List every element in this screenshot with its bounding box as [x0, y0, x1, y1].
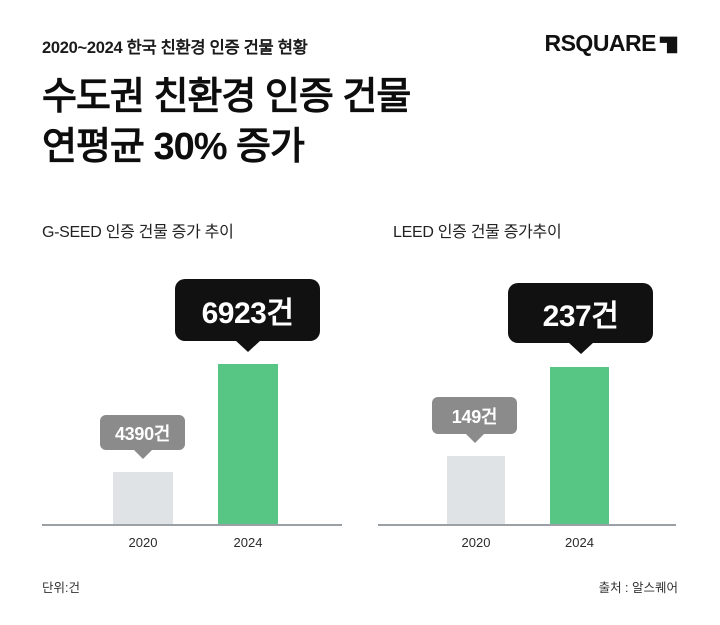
- source-note: 출처 : 알스퀘어: [598, 581, 678, 595]
- unit-note: 단위:건: [42, 581, 80, 595]
- callout-gseed-2020-value: 4390건: [114, 423, 171, 444]
- bar-gseed-2024: [218, 364, 278, 524]
- chart-leed-subtitle: LEED 인증 건물 증가추이: [393, 224, 562, 241]
- callout-gseed-2024: 6923건: [175, 279, 320, 341]
- report-eyebrow: 2020~2024 한국 친환경 인증 건물 현황: [42, 39, 308, 57]
- tick-leed-2024: 2024: [565, 535, 594, 550]
- chart-gseed-subtitle: G-SEED 인증 건물 증가 추이: [42, 224, 234, 241]
- tick-leed-2020: 2020: [461, 535, 491, 550]
- callout-gseed-2020: 4390건: [100, 415, 185, 450]
- rsquare-logo-text: RSQUARE: [544, 30, 656, 56]
- callout-leed-2020: 149건: [432, 397, 517, 434]
- page-title-line1: 수도권 친환경 인증 건물: [42, 76, 411, 118]
- bar-leed-2020: [447, 456, 505, 524]
- rsquare-logo-mark-icon: [659, 35, 678, 54]
- rsquare-logo: RSQUARE: [544, 30, 678, 57]
- tick-gseed-2020: 2020: [128, 535, 158, 550]
- axis-leed: [378, 524, 676, 526]
- bar-gseed-2020: [113, 472, 173, 524]
- tick-gseed-2024: 2024: [233, 535, 263, 550]
- page-title-line2: 연평균 30% 증가: [42, 126, 305, 168]
- bar-leed-2024: [550, 367, 609, 524]
- callout-leed-2024: 237건: [508, 283, 653, 343]
- axis-gseed: [42, 524, 342, 526]
- callout-leed-2024-value: 237건: [542, 300, 619, 333]
- page-title: 수도권 친환경 인증 건물 연평균 30% 증가: [42, 72, 411, 172]
- callout-gseed-2024-value: 6923건: [201, 297, 294, 330]
- callout-leed-2020-value: 149건: [451, 406, 498, 427]
